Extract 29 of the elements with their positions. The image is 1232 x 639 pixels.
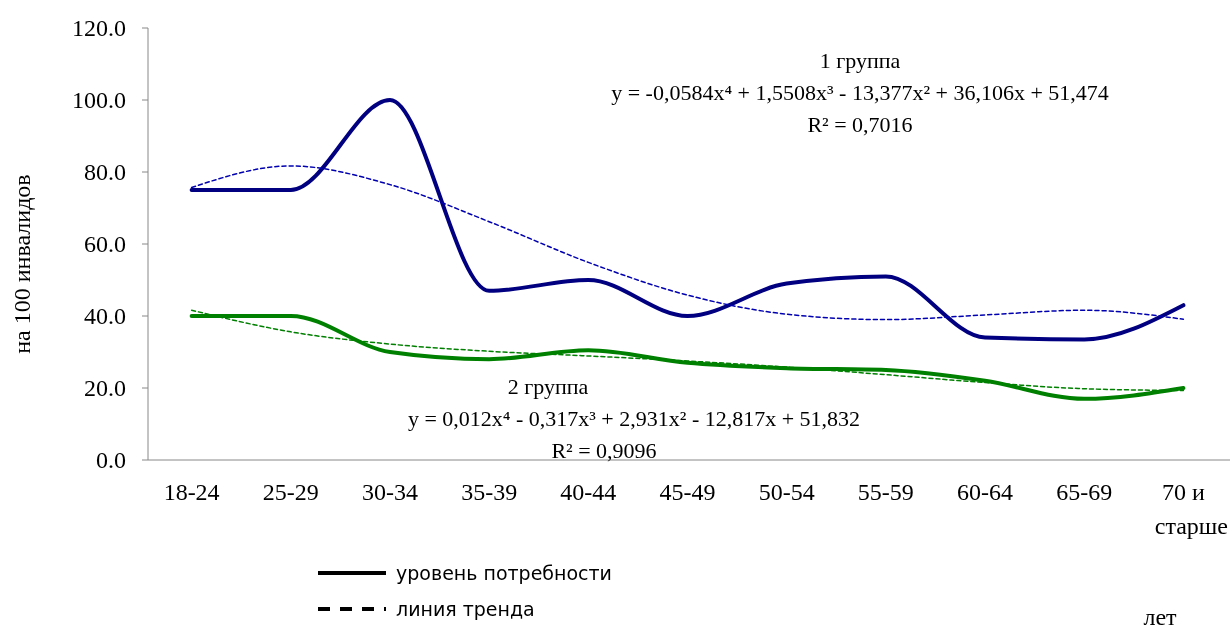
y-tick-label: 120.0 bbox=[72, 15, 126, 41]
x-tick-label: 65-69 bbox=[1056, 479, 1113, 505]
y-tick-label: 40.0 bbox=[84, 303, 126, 329]
annotation: y = -0,0584x⁴ + 1,5508x³ - 13,377x² + 36,106x + 51,474 bbox=[611, 80, 1109, 105]
annotation: 1 группа bbox=[819, 48, 901, 73]
annotation: 2 группа bbox=[507, 374, 589, 399]
y-tick-label: 20.0 bbox=[84, 375, 126, 401]
y-tick-label: 60.0 bbox=[84, 231, 126, 257]
y-tick-label: 0.0 bbox=[96, 447, 126, 473]
x-tick-label: 45-49 bbox=[659, 479, 716, 505]
x-tick-label: 25-29 bbox=[262, 479, 319, 505]
x-tick-label: 70 и старше bbox=[1154, 479, 1228, 539]
text: лет bbox=[1143, 604, 1178, 630]
text: уровень потребности bbox=[396, 562, 612, 584]
y-tick-label: 100.0 bbox=[72, 87, 126, 113]
y-axis-title: на 100 инвалидов bbox=[9, 174, 35, 354]
annotation: R² = 0,7016 bbox=[807, 112, 913, 137]
x-tick-label: 60-64 bbox=[957, 479, 1014, 505]
x-tick-label: 55-59 bbox=[857, 479, 914, 505]
line-series bbox=[190, 165, 1185, 321]
y-tick-label: 80.0 bbox=[84, 159, 126, 185]
text: линия тренда bbox=[396, 598, 535, 620]
annotation: R² = 0,9096 bbox=[551, 438, 657, 463]
x-tick-label: 50-54 bbox=[758, 479, 815, 505]
annotation: y = 0,012x⁴ - 0,317x³ + 2,931x² - 12,817x + 51,832 bbox=[407, 406, 861, 431]
x-tick-label: 18-24 bbox=[163, 479, 220, 505]
x-tick-label: 30-34 bbox=[361, 479, 418, 505]
x-tick-label: 35-39 bbox=[461, 479, 518, 505]
x-tick-label: 40-44 bbox=[560, 479, 617, 505]
